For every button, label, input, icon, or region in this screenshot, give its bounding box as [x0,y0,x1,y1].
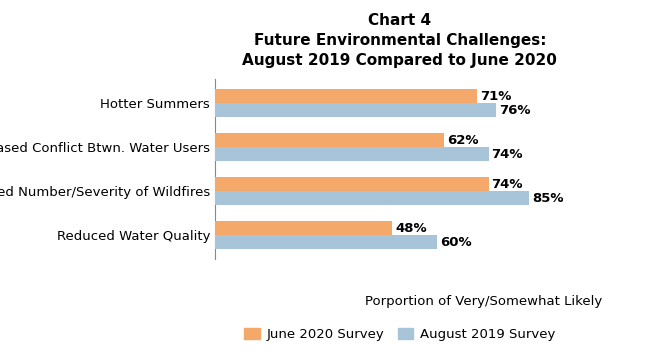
Text: 60%: 60% [439,235,471,248]
Text: Porportion of Very/Somewhat Likely: Porportion of Very/Somewhat Likely [365,295,603,308]
Title: Chart 4
Future Environmental Challenges:
August 2019 Compared to June 2020: Chart 4 Future Environmental Challenges:… [243,13,557,68]
Text: 74%: 74% [491,148,523,161]
Text: 62%: 62% [447,134,478,147]
Bar [215,103,496,117]
Bar [215,147,489,161]
Text: 74%: 74% [491,177,523,191]
Legend: June 2020 Survey, August 2019 Survey: June 2020 Survey, August 2019 Survey [239,322,560,346]
Bar [215,191,530,205]
Text: 85%: 85% [532,192,564,205]
Bar [215,133,444,147]
Text: 71%: 71% [480,90,512,103]
Bar [215,235,437,249]
Bar [215,89,478,103]
Text: 48%: 48% [395,221,427,234]
Text: 76%: 76% [499,104,530,117]
Bar [215,177,489,191]
Bar [215,221,392,235]
